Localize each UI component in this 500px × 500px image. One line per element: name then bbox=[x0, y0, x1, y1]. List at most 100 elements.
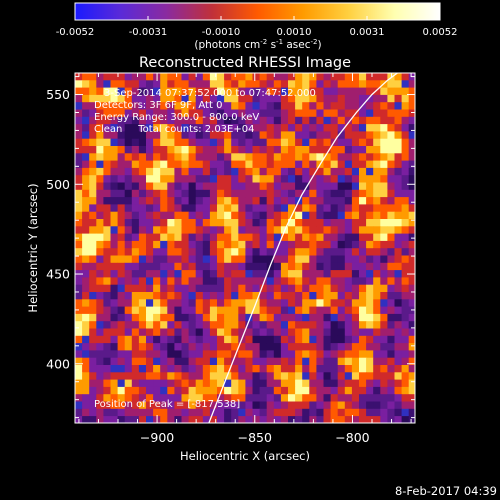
heatmap-cell bbox=[387, 379, 395, 388]
heatmap-cell bbox=[231, 233, 239, 242]
heatmap-cell bbox=[217, 182, 225, 191]
heatmap-cell bbox=[131, 248, 140, 256]
heatmap-cell bbox=[316, 386, 324, 395]
heatmap-cell bbox=[408, 255, 415, 264]
colorbar-tick-label: 0.0010 bbox=[277, 27, 312, 38]
heatmap-cell bbox=[309, 313, 317, 322]
annotation-time-range: 3-Sep-2014 07:37:52.000 to 07:47:52.000 bbox=[104, 88, 316, 99]
heatmap-cell bbox=[96, 175, 104, 183]
heatmap-cell bbox=[217, 226, 225, 234]
heatmap-cell bbox=[266, 80, 275, 88]
heatmap-cell bbox=[188, 357, 197, 366]
heatmap-cell bbox=[280, 73, 289, 81]
heatmap-cell bbox=[202, 350, 211, 359]
heatmap-cell bbox=[259, 226, 268, 234]
heatmap-cell bbox=[288, 204, 296, 213]
heatmap-cell bbox=[224, 131, 232, 140]
heatmap-cell bbox=[209, 386, 218, 395]
heatmap-cell bbox=[359, 175, 367, 183]
heatmap-cell bbox=[195, 328, 204, 337]
heatmap-cell bbox=[103, 284, 111, 293]
heatmap-cell bbox=[167, 255, 175, 264]
heatmap-cell bbox=[245, 255, 253, 264]
heatmap-cell bbox=[82, 372, 90, 380]
heatmap-cell bbox=[188, 116, 197, 125]
heatmap-cell bbox=[280, 109, 289, 118]
heatmap-cell bbox=[351, 116, 360, 125]
heatmap-cell bbox=[295, 116, 303, 125]
heatmap-cell bbox=[188, 343, 197, 351]
heatmap-cell bbox=[394, 270, 402, 278]
heatmap-cell bbox=[167, 394, 175, 402]
annotation-energy: Energy Range: 300.0 - 800.0 keV bbox=[94, 112, 259, 123]
heatmap-cell bbox=[181, 138, 189, 147]
heatmap-cell bbox=[344, 167, 353, 176]
heatmap-cell bbox=[288, 131, 296, 140]
heatmap-cell bbox=[366, 73, 374, 81]
heatmap-cell bbox=[138, 80, 147, 88]
heatmap-cell bbox=[408, 299, 415, 307]
heatmap-cell bbox=[280, 350, 289, 359]
heatmap-cell bbox=[366, 167, 374, 176]
heatmap-cell bbox=[110, 80, 118, 88]
heatmap-cell bbox=[323, 175, 331, 183]
heatmap-cell bbox=[124, 204, 133, 213]
heatmap-cell bbox=[266, 197, 275, 205]
heatmap-cell bbox=[195, 277, 204, 286]
heatmap-cell bbox=[75, 372, 83, 380]
heatmap-cell bbox=[359, 343, 367, 351]
heatmap-cell bbox=[75, 299, 83, 307]
heatmap-cell bbox=[188, 321, 197, 329]
heatmap-cell bbox=[373, 189, 381, 198]
heatmap-cell bbox=[167, 401, 175, 410]
heatmap-cell bbox=[330, 379, 339, 388]
heatmap-cell bbox=[259, 321, 268, 329]
heatmap-cell bbox=[351, 138, 360, 147]
heatmap-cell bbox=[224, 73, 232, 81]
heatmap-cell bbox=[124, 350, 133, 359]
heatmap-cell bbox=[316, 343, 324, 351]
heatmap-cell bbox=[280, 299, 289, 307]
heatmap-cell bbox=[238, 182, 246, 191]
heatmap-cell bbox=[181, 248, 189, 256]
heatmap-cell bbox=[103, 182, 111, 191]
heatmap-cell bbox=[344, 306, 353, 315]
heatmap-cell bbox=[387, 153, 395, 161]
heatmap-cell bbox=[231, 284, 239, 293]
heatmap-cell bbox=[117, 365, 126, 373]
heatmap-cell bbox=[167, 262, 175, 271]
heatmap-cell bbox=[231, 386, 239, 395]
heatmap-cell bbox=[96, 160, 104, 169]
heatmap-cell bbox=[330, 197, 339, 205]
heatmap-cell bbox=[359, 189, 367, 198]
heatmap-cell bbox=[160, 394, 168, 402]
heatmap-cell bbox=[167, 167, 175, 176]
heatmap-cell bbox=[181, 292, 189, 300]
heatmap-cell bbox=[188, 299, 197, 307]
heatmap-cell bbox=[110, 365, 118, 373]
heatmap-cell bbox=[217, 416, 225, 423]
heatmap-cell bbox=[351, 160, 360, 169]
heatmap-cell bbox=[217, 219, 225, 227]
heatmap-cell bbox=[259, 102, 268, 110]
heatmap-cell bbox=[245, 408, 253, 417]
heatmap-cell bbox=[288, 233, 296, 242]
heatmap-cell bbox=[259, 401, 268, 410]
heatmap-cell bbox=[408, 146, 415, 154]
heatmap-cell bbox=[82, 408, 90, 417]
heatmap-cell bbox=[138, 416, 147, 423]
heatmap-cell bbox=[280, 365, 289, 373]
heatmap-cell bbox=[110, 189, 118, 198]
heatmap-cell bbox=[238, 124, 246, 132]
heatmap-cell bbox=[174, 109, 182, 118]
heatmap-cell bbox=[373, 394, 381, 402]
heatmap-cell bbox=[366, 211, 374, 220]
heatmap-cell bbox=[131, 182, 140, 191]
heatmap-cell bbox=[82, 73, 90, 81]
heatmap-cell bbox=[316, 321, 324, 329]
heatmap-cell bbox=[323, 109, 331, 118]
heatmap-cell bbox=[401, 379, 410, 388]
heatmap-cell bbox=[238, 277, 246, 286]
heatmap-cell bbox=[316, 226, 324, 234]
heatmap-cell bbox=[280, 248, 289, 256]
